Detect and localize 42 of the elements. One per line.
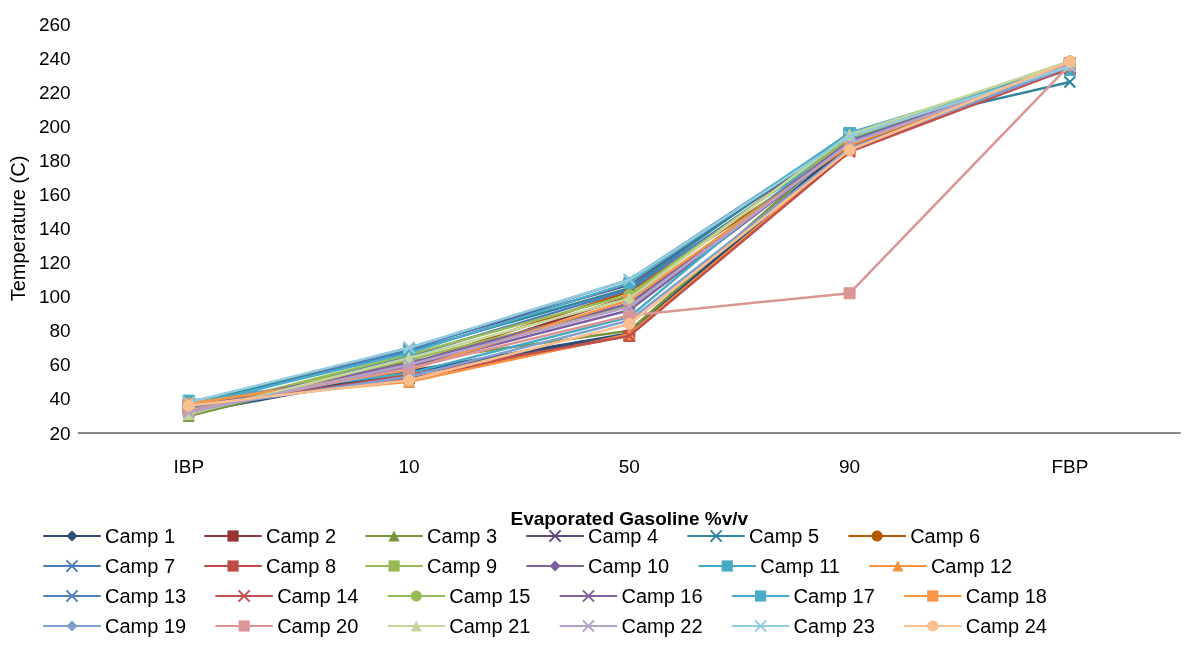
legend-label: Camp 20: [277, 615, 359, 637]
legend-label: Camp 11: [760, 555, 840, 577]
legend-label: Camp 10: [588, 555, 670, 577]
x-tick-label: 50: [618, 456, 640, 477]
y-tick-label: 120: [38, 252, 71, 274]
y-tick-label: 60: [49, 354, 71, 376]
legend-label: Camp 9: [427, 555, 498, 577]
y-tick-label: 140: [38, 218, 71, 239]
y-tick-label: 240: [38, 47, 71, 69]
y-tick-label: 40: [49, 388, 71, 410]
legend-label: Camp 12: [930, 555, 1013, 577]
legend-label: Camp 19: [105, 615, 187, 637]
legend-label: Camp 7: [105, 555, 176, 577]
y-tick-label: 200: [38, 115, 71, 137]
legend-label: Camp 18: [965, 585, 1047, 607]
legend-label: Camp 16: [621, 585, 703, 607]
legend-label: Camp 22: [621, 615, 703, 637]
legend-label: Camp 14: [277, 585, 359, 607]
x-tick-label: 90: [839, 456, 861, 477]
legend-label: Camp 17: [793, 585, 875, 607]
legend-label: Camp 5: [749, 525, 820, 547]
x-tick-label: 10: [398, 456, 420, 477]
y-tick-label: 20: [49, 422, 71, 444]
legend-label: Camp 15: [449, 585, 531, 607]
legend-label: Camp 8: [266, 555, 337, 577]
y-tick-label: 260: [38, 13, 71, 35]
y-tick-label: 220: [38, 81, 71, 103]
x-tick-label: FBP: [1051, 456, 1089, 477]
legend-label: Camp 13: [105, 585, 187, 607]
legend-label: Camp 3: [427, 525, 498, 547]
y-tick-label: 180: [38, 149, 71, 171]
legend-label: Camp 23: [793, 615, 875, 637]
legend-label: Camp 21: [449, 615, 531, 637]
legend-label: Camp 24: [965, 615, 1047, 637]
y-tick-label: 80: [49, 320, 71, 342]
legend-label: Camp 2: [266, 525, 337, 547]
x-tick-label: IBP: [173, 456, 205, 477]
y-axis-title: Temperature (C): [7, 155, 29, 302]
legend-label: Camp 1: [105, 525, 176, 547]
legend-label: Camp 6: [910, 525, 981, 547]
y-tick-label: 100: [38, 286, 71, 308]
y-tick-label: 160: [38, 183, 71, 205]
